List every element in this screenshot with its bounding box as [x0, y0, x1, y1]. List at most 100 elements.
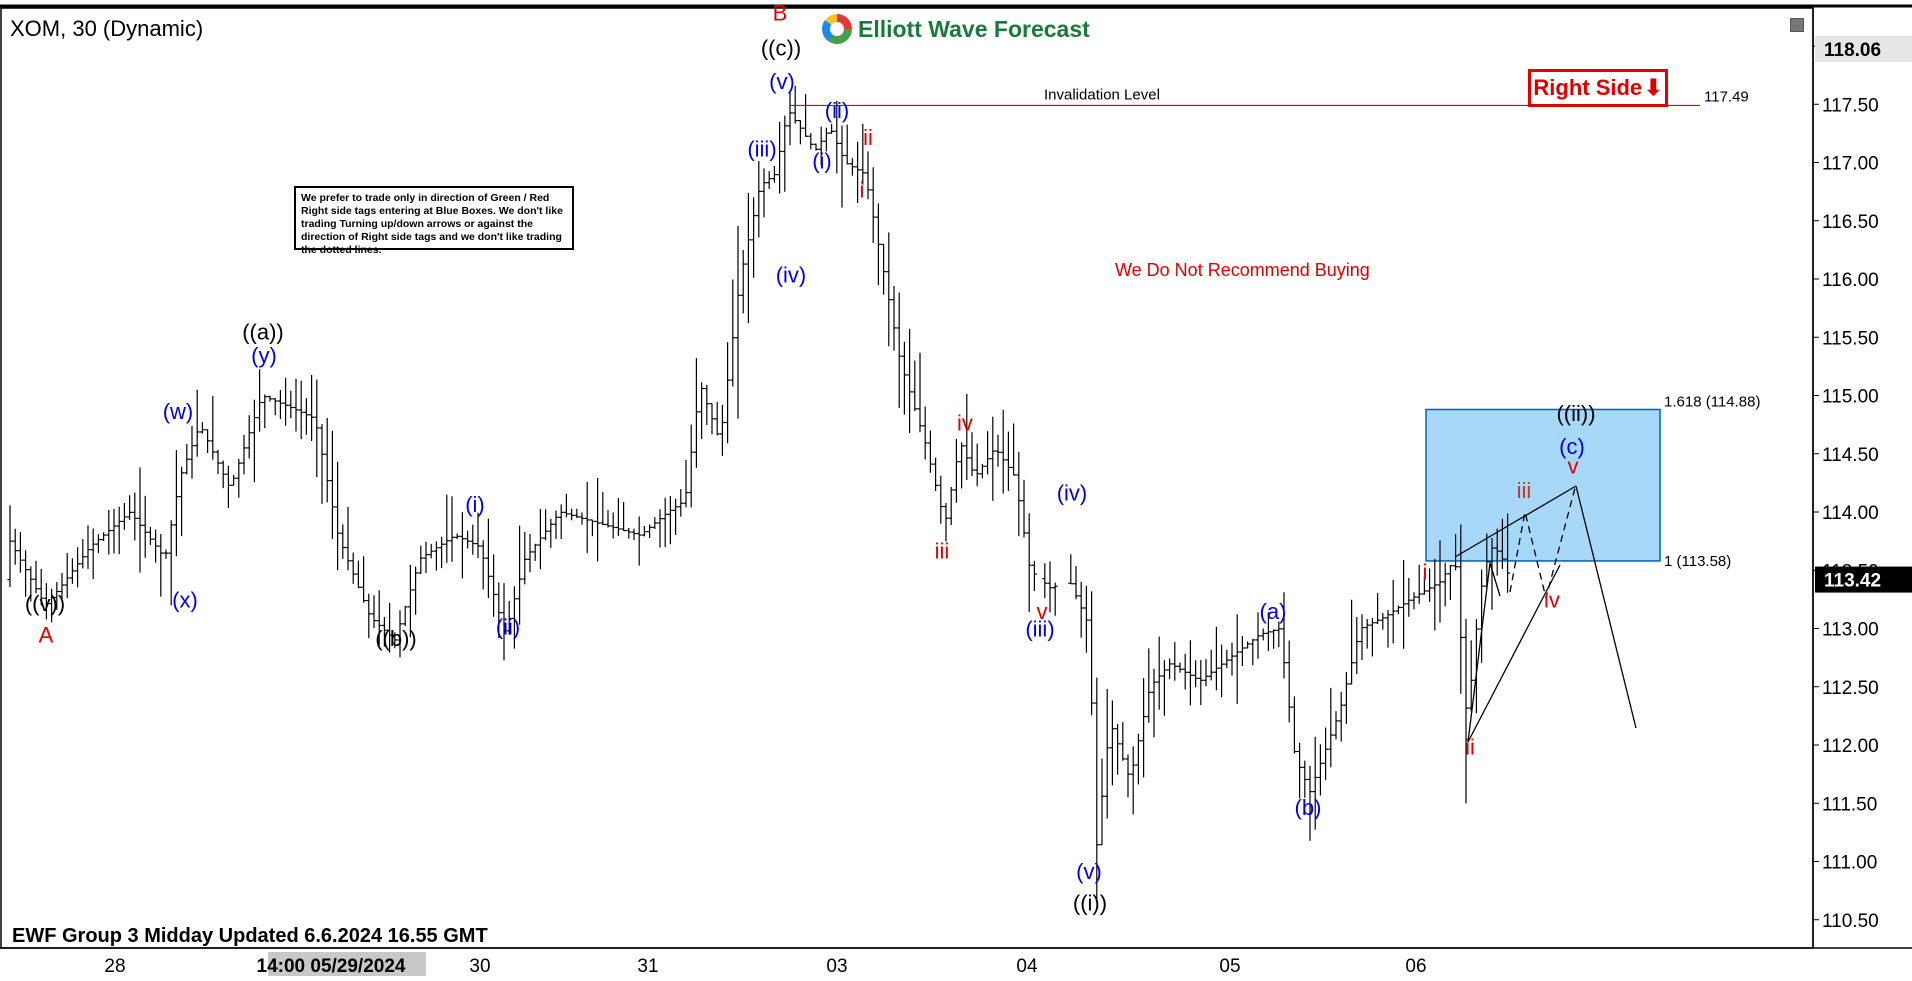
x-tick-label: 03 [826, 956, 847, 977]
price-bar [1281, 592, 1287, 679]
price-bar [210, 396, 216, 460]
price-bar [1359, 614, 1365, 660]
price-bar [1177, 662, 1183, 673]
price-bar [704, 384, 710, 426]
price-bar [496, 582, 502, 639]
price-bar [1250, 638, 1256, 666]
logo: Elliott Wave Forecast [822, 12, 1090, 46]
price-bar [948, 486, 954, 525]
price-bar [1494, 528, 1500, 576]
price-bar [605, 510, 611, 528]
wave-label: (x) [172, 588, 198, 613]
price-bar [137, 467, 143, 573]
price-bar [111, 508, 117, 554]
wave-label: (i) [465, 492, 485, 517]
projection-triangle [1467, 562, 1501, 743]
y-axis: 118.00117.50117.00116.50116.00115.50115.… [1813, 37, 1879, 932]
invalidation-label: Invalidation Level [1044, 86, 1160, 103]
price-bar [1489, 537, 1495, 610]
recommendation-text: We Do Not Recommend Buying [1115, 260, 1370, 280]
price-bar [381, 616, 387, 647]
price-bar [1265, 612, 1271, 651]
price-bar [121, 502, 127, 530]
window-restore-icon[interactable] [1790, 18, 1804, 32]
price-bar [511, 586, 517, 649]
x-tick-label: 06 [1405, 956, 1426, 977]
price-bar [1198, 660, 1204, 706]
down-arrow-icon: ⬇ [1644, 75, 1663, 100]
price-bar [667, 495, 673, 545]
x-tick-label: 30 [469, 956, 490, 977]
price-bar [875, 203, 881, 286]
price-bar [1089, 591, 1095, 716]
price-bar [1369, 618, 1375, 657]
current-price-tag-bg [1815, 566, 1912, 593]
price-bar [1432, 558, 1438, 631]
price-bar [43, 583, 49, 620]
y-tick-label: 115.50 [1822, 328, 1879, 349]
price-bar [127, 495, 133, 520]
price-bar [823, 127, 829, 152]
price-bar [1073, 566, 1079, 600]
price-bar [38, 568, 44, 606]
price-bar [194, 389, 200, 457]
price-bar [1297, 742, 1303, 799]
wave-label: (iii) [747, 137, 776, 162]
price-bar [1479, 569, 1485, 663]
price-bar [584, 481, 590, 554]
price-bar [1307, 765, 1313, 841]
price-bar [392, 632, 398, 649]
wave-label: (v) [769, 69, 795, 94]
price-bar [205, 429, 211, 454]
logo-text: Elliott Wave Forecast [858, 15, 1090, 42]
price-bar [532, 543, 538, 561]
price-bar [569, 508, 575, 521]
price-bar [839, 125, 845, 208]
price-bar [589, 519, 595, 537]
price-bar [168, 520, 174, 606]
price-bar [1395, 605, 1401, 615]
price-bar [355, 560, 361, 589]
price-bar [1011, 423, 1017, 476]
price-bar [1416, 564, 1422, 604]
wave-label: ((ii)) [1556, 401, 1595, 426]
price-bar [792, 85, 798, 124]
wave-label: iv [957, 410, 973, 435]
price-bar [1135, 733, 1141, 785]
price-bar [735, 225, 741, 419]
price-bar [106, 509, 112, 555]
price-bar [1302, 760, 1308, 798]
price-bar [262, 394, 268, 429]
price-bar [1442, 562, 1448, 607]
price-bar [303, 398, 309, 435]
price-bar [1375, 593, 1381, 624]
price-bar [12, 528, 18, 565]
price-bar [1312, 736, 1318, 830]
price-bar [636, 516, 642, 566]
price-bar [543, 509, 549, 541]
price-bar [397, 610, 403, 658]
price-bar [1333, 711, 1339, 740]
price-bar [376, 590, 382, 646]
price-bar [1115, 724, 1121, 775]
price-bar [969, 432, 975, 477]
wave-label: iii [935, 539, 950, 564]
blue-box [1425, 408, 1661, 562]
y-tick-label: 112.50 [1822, 678, 1879, 699]
price-bar [480, 540, 486, 590]
wave-label: (w) [163, 399, 194, 424]
price-bar [1052, 582, 1058, 616]
price-bar [1239, 636, 1245, 666]
price-bar [995, 434, 1001, 467]
price-bar [829, 123, 835, 134]
wave-labels: ((v)) A (w) (x) ((a))(y) ((b)) (i) (ii) B ((c)) (v… [25, 0, 1596, 915]
price-bar [751, 197, 757, 278]
x-tick-label: 05 [1219, 956, 1240, 977]
price-bar [615, 498, 621, 537]
price-bar [1187, 640, 1193, 706]
price-bar [777, 121, 783, 194]
price-bar [184, 443, 190, 475]
price-bar [849, 158, 855, 176]
price-bar [199, 422, 205, 434]
price-bar [459, 512, 465, 579]
